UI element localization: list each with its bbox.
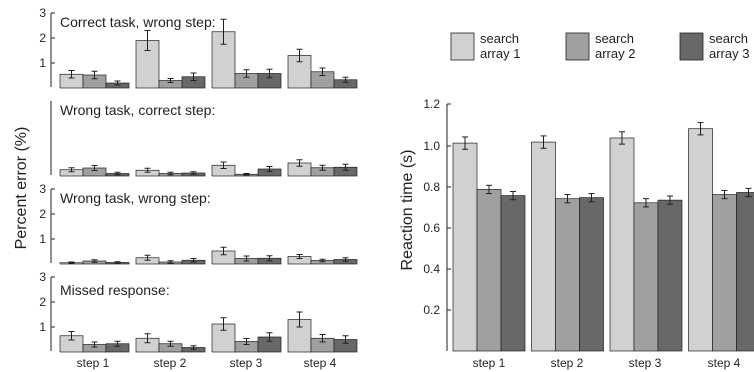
panel-title: Wrong task, correct step:: [60, 102, 215, 118]
x-tick-label: step 1: [473, 356, 506, 370]
bars: [59, 246, 358, 265]
y-tick-label: 3: [39, 6, 46, 20]
x-tick-label: step 4: [304, 356, 337, 370]
y-tick-label: 1.2: [423, 97, 440, 111]
y-tick-label: 1.0: [423, 139, 440, 153]
panel-wrong-task-wrong-step: 1 2 3 Wrong task, wrong step:: [39, 182, 358, 265]
panel-title: Correct task, wrong step:: [60, 14, 216, 30]
bar: [657, 199, 683, 352]
bars: [59, 311, 358, 353]
y-tick-label: 0.6: [423, 221, 440, 235]
y-tick-label: 2: [39, 31, 46, 45]
legend-label-line1: search: [480, 31, 519, 46]
legend-item-search-array-3: search array 3: [679, 31, 749, 61]
panel-correct-task-wrong-step: 1 2 3 Correct task, wrong step:: [39, 6, 358, 89]
legend: search array 1 search array 2 search arr…: [450, 31, 749, 61]
bar: [531, 141, 556, 352]
y-ticks: 0.2 0.4 0.6 0.8 1.0 1.2: [423, 97, 451, 317]
bar: [452, 142, 478, 352]
y-tick-label: 1: [39, 56, 46, 70]
bars: [452, 122, 754, 352]
x-tick-label: step 3: [629, 356, 662, 370]
bars: [59, 159, 358, 177]
y-tick-label: 2: [39, 207, 46, 221]
panel-wrong-task-correct-step: Wrong task, correct step:: [50, 101, 358, 177]
bar: [579, 197, 604, 352]
legend-label-line1: search: [709, 31, 748, 46]
y-ticks: 1 2 3: [39, 270, 55, 334]
legend-label-line1: search: [595, 31, 634, 46]
bar: [736, 192, 754, 352]
bar: [555, 198, 580, 352]
bar: [688, 128, 713, 352]
y-ticks: 1 2 3: [39, 6, 55, 70]
bar: [633, 202, 659, 352]
panel-reaction-time: Reaction time (s) 0.2 0.4 0.6 0.8 1.0 1.…: [399, 31, 754, 370]
rt-ylabel: Reaction time (s): [399, 150, 416, 271]
legend-swatch: [450, 32, 475, 61]
y-tick-label: 3: [39, 270, 46, 284]
y-tick-label: 0.4: [423, 262, 440, 276]
y-tick-label: 1: [39, 232, 46, 246]
panel-missed-response: 1 2 3 Missed response: step 1 step 2 ste…: [39, 270, 358, 370]
y-tick-label: 0.2: [423, 303, 440, 317]
y-tick-label: 3: [39, 182, 46, 196]
y-tick-label: 1: [39, 320, 46, 334]
bars: [59, 18, 358, 89]
legend-item-search-array-1: search array 1: [450, 31, 520, 61]
y-tick-label: 2: [39, 295, 46, 309]
legend-swatch: [679, 32, 704, 61]
panel-title: Wrong task, wrong step:: [60, 190, 211, 206]
error-ylabel: Percent error (%): [13, 127, 30, 250]
panel-title: Missed response:: [60, 282, 170, 298]
bar: [476, 189, 502, 352]
x-tick-label: step 2: [551, 356, 584, 370]
legend-item-search-array-2: search array 2: [565, 31, 635, 61]
legend-label-line2: array 3: [709, 46, 749, 61]
x-tick-label: step 1: [77, 356, 110, 370]
x-tick-label: step 4: [708, 356, 741, 370]
y-ticks: 1 2 3: [39, 182, 55, 246]
legend-swatch: [565, 32, 590, 61]
bar: [609, 137, 635, 352]
bar: [712, 194, 737, 352]
x-tick-label: step 3: [230, 356, 263, 370]
legend-label-line2: array 1: [480, 46, 520, 61]
bar: [500, 195, 526, 352]
x-tick-label: step 2: [154, 356, 187, 370]
legend-label-line2: array 2: [595, 46, 635, 61]
y-tick-label: 0.8: [423, 180, 440, 194]
